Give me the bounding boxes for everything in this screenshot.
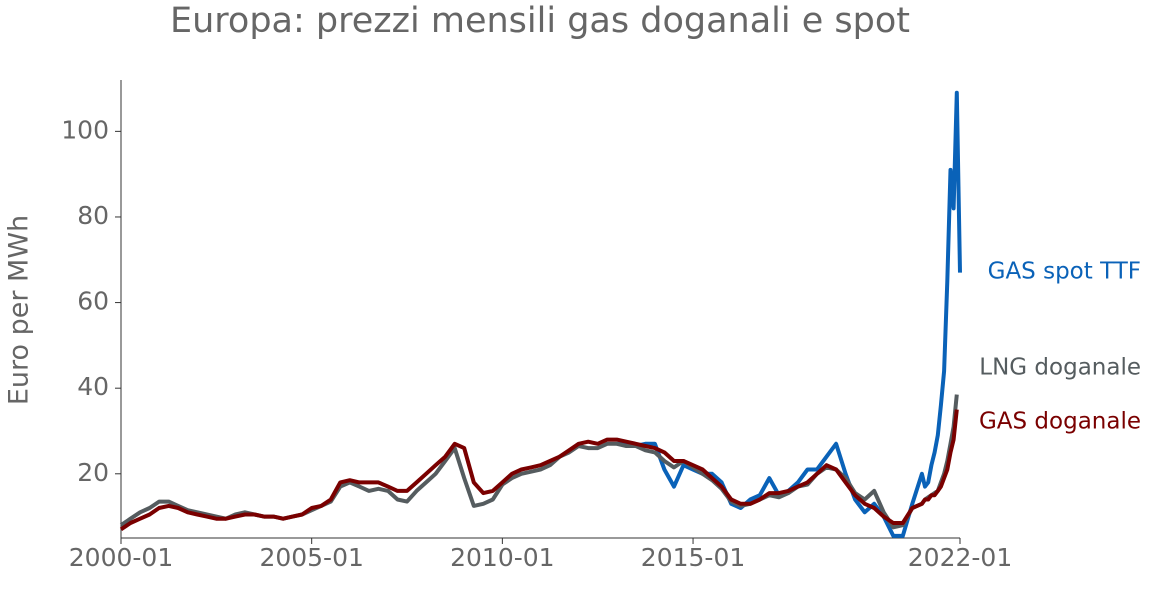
x-tick-label: 2015-01 [641,543,745,572]
series-label: GAS doganale [979,409,1141,435]
y-tick-label: 100 [61,115,109,144]
y-tick-label: 80 [77,201,109,230]
x-tick-label: 2000-01 [69,543,173,572]
x-tick-label: 2010-01 [450,543,554,572]
x-tick-label: 2005-01 [259,543,363,572]
y-axis-label: Euro per MWh [4,215,35,405]
chart-title: Europa: prezzi mensili gas doganali e sp… [170,1,910,41]
y-tick-label: 60 [77,287,109,316]
series-label: GAS spot TTF [988,259,1141,285]
series-line [119,409,959,532]
y-tick-label: 20 [77,458,109,487]
y-tick-label: 40 [77,372,109,401]
series-line [119,394,959,530]
series-label: LNG doganale [979,355,1141,381]
x-tick-label: 2022-01 [908,543,1012,572]
series-line [616,90,962,538]
